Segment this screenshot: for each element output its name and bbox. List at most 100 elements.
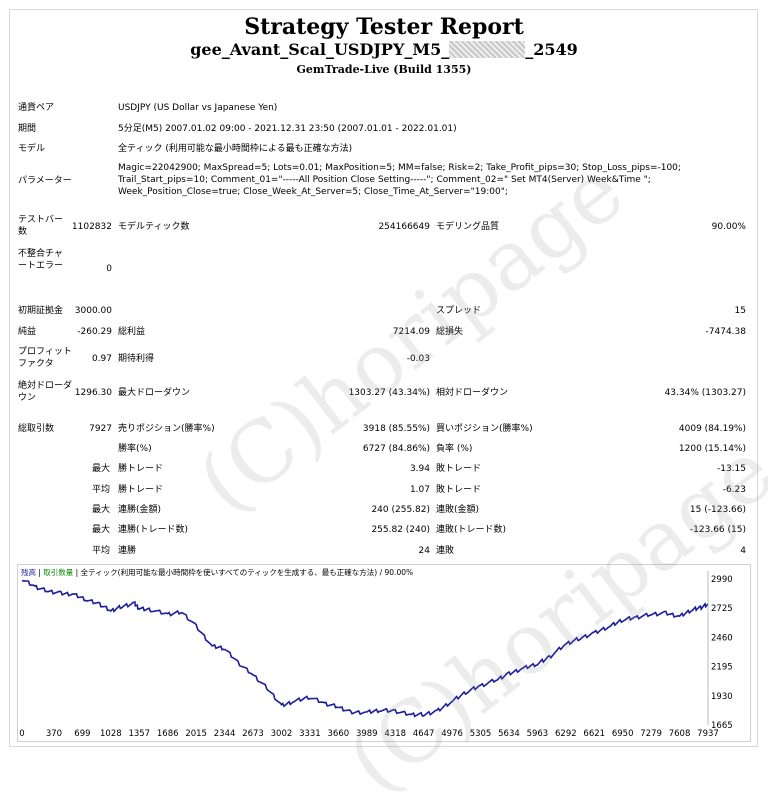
- deposit-value: 3000.00: [74, 306, 112, 316]
- short-positions-label: 売りポジション(勝率%): [118, 424, 215, 434]
- balance-line: [22, 580, 709, 718]
- x-tick-label: 2673: [242, 729, 264, 739]
- win-rate-value: 6727 (84.86%): [362, 444, 430, 454]
- quality-value: 90.00%: [711, 222, 746, 232]
- model-value: 全ティック (利用可能な最小時間枠による最も正確な方法): [118, 144, 353, 154]
- absolute-drawdown-value: 1296.30: [74, 388, 112, 398]
- profit-factor-label: プロフィットファクタ: [18, 347, 72, 369]
- y-tick-label: 1665: [711, 721, 733, 731]
- short-positions-value: 3918 (85.55%): [362, 424, 430, 434]
- total-trades-value: 7927: [89, 424, 112, 434]
- ea-name-prefix: gee_Avant_Scal_USDJPY_M5_: [190, 40, 450, 59]
- consec-losses-amount-label: 連敗(金額): [436, 505, 480, 515]
- avg-consec-losses-value: 4: [740, 546, 746, 556]
- gross-loss-value: -7474.38: [705, 327, 746, 337]
- avg-win-label: 勝トレード: [118, 485, 164, 495]
- pair-label: 通貨ペア: [18, 103, 55, 113]
- relative-drawdown-label: 相対ドローダウン: [436, 388, 509, 398]
- net-profit-label: 純益: [18, 327, 37, 337]
- legend-model: 全ティック(利用可能な最小時間枠を使いすべてのティックを生成する、最も正確な方法…: [81, 567, 378, 577]
- max-win-label: 勝トレード: [118, 464, 164, 474]
- gross-profit-label: 総利益: [118, 327, 146, 337]
- x-tick-label: 6621: [583, 729, 605, 739]
- avg-consec-wins-value: 24: [418, 546, 430, 556]
- net-profit-value: -260.29: [77, 327, 112, 337]
- y-tick-label: 2460: [711, 633, 733, 643]
- ea-name: gee_Avant_Scal_USDJPY_M5_ _2549: [0, 40, 768, 59]
- avg-loss-label: 敗トレード: [436, 485, 482, 495]
- max-label-1: 最大: [92, 464, 111, 474]
- x-tick-label: 370: [46, 729, 62, 739]
- gross-loss-label: 総損失: [436, 327, 464, 337]
- avg-win-value: 1.07: [409, 485, 430, 495]
- consec-wins-count-value: 255.82 (240): [371, 525, 430, 535]
- max-label-2: 最大: [92, 505, 111, 515]
- bars-label: テストバー数: [18, 215, 64, 237]
- x-tick-label: 5634: [498, 729, 520, 739]
- max-loss-value: -13.15: [716, 464, 746, 474]
- x-tick-label: 1028: [100, 729, 122, 739]
- x-tick-label: 699: [74, 729, 90, 739]
- mismatch-value: 0: [106, 264, 112, 274]
- mismatch-label: 不整合チャートエラー: [18, 249, 64, 271]
- spread-value: 15: [734, 306, 746, 316]
- max-loss-label: 敗トレード: [436, 464, 482, 474]
- win-rate-label: 勝率(%): [118, 444, 152, 454]
- legend-separator: /: [377, 568, 384, 577]
- consec-losses-count-label: 連敗(トレード数): [436, 525, 507, 535]
- long-positions-label: 買いポジション(勝率%): [436, 424, 533, 434]
- legend-balance: 残高: [21, 567, 36, 577]
- pair-value: USDJPY (US Dollar vs Japanese Yen): [118, 103, 278, 113]
- expected-payoff-value: -0.03: [406, 354, 430, 364]
- model-label: モデル: [18, 144, 46, 154]
- avg-label-1: 平均: [92, 485, 111, 495]
- x-tick-label: 1357: [128, 729, 150, 739]
- x-tick-label: 4318: [384, 729, 406, 739]
- y-tick-label: 1930: [711, 692, 733, 702]
- x-tick-label: 2015: [185, 729, 207, 739]
- avg-label-2: 平均: [92, 546, 111, 556]
- relative-drawdown-value: 43.34% (1303.27): [664, 388, 746, 398]
- max-label-3: 最大: [92, 525, 111, 535]
- x-tick-label: 3660: [328, 729, 350, 739]
- y-tick-label: 2990: [711, 575, 733, 585]
- x-tick-label: 5963: [527, 729, 549, 739]
- consec-wins-count-label: 連勝(トレード数): [118, 525, 189, 535]
- long-positions-value: 4009 (84.19%): [678, 424, 746, 434]
- x-tick-label: 3989: [356, 729, 378, 739]
- params-value: Magic=22042900; MaxSpread=5; Lots=0.01; …: [118, 163, 681, 197]
- x-tick-label: 7608: [669, 729, 691, 739]
- loss-rate-label: 負率 (%): [436, 444, 473, 454]
- quality-label: モデリング品質: [436, 222, 500, 232]
- consec-losses-amount-value: 15 (-123.66): [689, 505, 746, 515]
- loss-rate-value: 1200 (15.14%): [678, 444, 746, 454]
- x-tick-label: 0: [19, 729, 24, 739]
- absolute-drawdown-label: 絶対ドローダウン: [18, 381, 73, 403]
- consec-wins-amount-label: 連勝(金額): [118, 505, 162, 515]
- report-frame: [9, 9, 758, 747]
- params-label: パラメーター: [18, 176, 72, 186]
- ea-name-suffix: _2549: [525, 40, 578, 59]
- x-tick-label: 3331: [299, 729, 321, 739]
- avg-consec-losses-label: 連敗: [436, 546, 455, 556]
- gross-profit-value: 7214.09: [392, 327, 430, 337]
- ticks-label: モデルティック数: [118, 222, 190, 232]
- consec-wins-amount-value: 240 (255.82): [371, 505, 430, 515]
- x-tick-label: 5305: [470, 729, 492, 739]
- period-label: 期間: [18, 124, 37, 134]
- expected-payoff-label: 期待利得: [118, 354, 155, 364]
- x-tick-label: 4976: [441, 729, 463, 739]
- avg-consec-wins-label: 連勝: [118, 546, 137, 556]
- legend-separator: |: [73, 568, 80, 577]
- x-tick-label: 1686: [157, 729, 179, 739]
- consec-losses-count-value: -123.66 (15): [689, 525, 746, 535]
- deposit-label: 初期証拠金: [18, 306, 64, 316]
- period-value: 5分足(M5) 2007.01.02 09:00 - 2021.12.31 23…: [118, 124, 457, 134]
- bars-value: 1102832: [71, 222, 112, 232]
- y-tick-label: 2725: [711, 604, 733, 614]
- legend-lots: 取引数量: [43, 567, 73, 577]
- legend-separator: |: [36, 568, 43, 577]
- x-tick-label: 7937: [697, 729, 719, 739]
- chart-legend: 残高 | 取引数量 | 全ティック(利用可能な最小時間枠を使いすべてのティックを…: [21, 567, 413, 577]
- redacted-block: [449, 41, 526, 58]
